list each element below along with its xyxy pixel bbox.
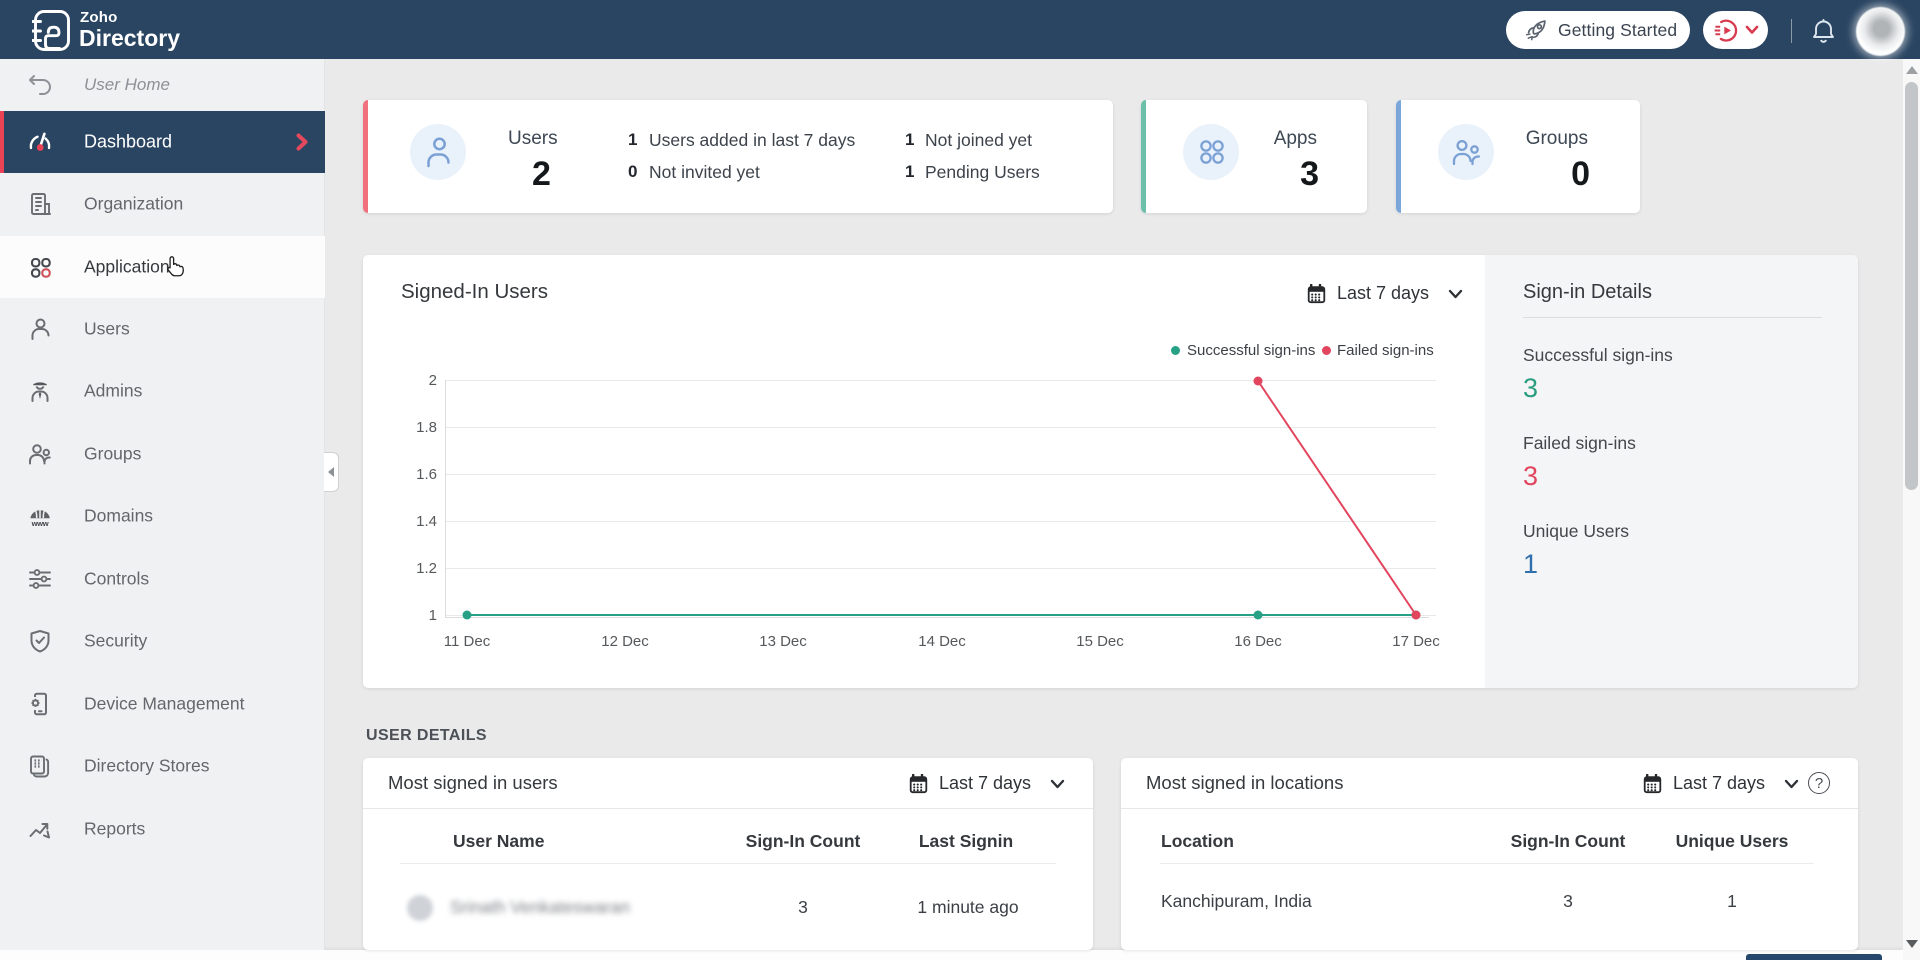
svg-text:www: www [31,519,49,528]
